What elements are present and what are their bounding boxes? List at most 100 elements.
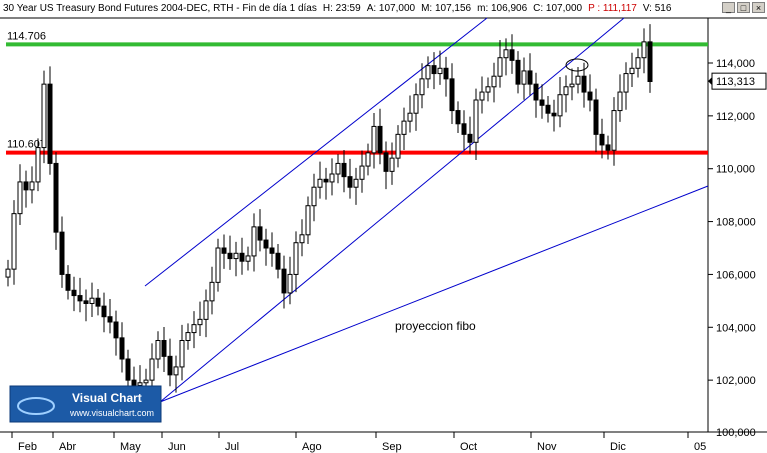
candle-down — [77, 295, 83, 302]
candle-down — [269, 247, 275, 254]
logo-name: Visual Chart — [72, 391, 142, 405]
candle-down — [443, 67, 449, 80]
candle-down — [551, 112, 557, 117]
logo-url: www.visualchart.com — [69, 408, 154, 418]
candle-up — [209, 281, 215, 302]
candle-up — [191, 324, 197, 334]
instrument-title: 30 Year US Treasury Bond Futures 2004-DE… — [3, 3, 317, 14]
candle-down — [23, 181, 29, 191]
candle-up — [329, 173, 335, 183]
x-tick-label: Feb — [18, 441, 37, 453]
x-tick-label: Ago — [302, 441, 322, 453]
candle-down — [101, 305, 107, 318]
candle-down — [587, 91, 593, 101]
candle-up — [35, 147, 41, 183]
x-tick-label: Oct — [460, 441, 477, 453]
candle-down — [323, 178, 329, 183]
candle-up — [245, 255, 251, 262]
candle-down — [47, 83, 53, 164]
candle-up — [473, 99, 479, 143]
y-tick-label: 112,000 — [716, 111, 755, 123]
candle-up — [155, 340, 161, 360]
candle-down — [605, 144, 611, 151]
candle-down — [455, 110, 461, 125]
x-tick-label: Jun — [168, 441, 186, 453]
candle-up — [287, 273, 293, 294]
candle-up — [41, 83, 47, 149]
candle-down — [509, 49, 515, 61]
candle-up — [575, 75, 581, 85]
x-tick-label: 05 — [694, 441, 706, 453]
minimize-button[interactable]: _ — [722, 2, 735, 13]
candle-up — [557, 94, 563, 117]
candle-down — [221, 247, 227, 254]
candle-up — [497, 57, 503, 77]
candle-down — [167, 355, 173, 376]
candle-down — [59, 231, 65, 275]
candle-up — [335, 162, 341, 175]
candle-down — [431, 65, 437, 75]
candle-up — [185, 332, 191, 342]
candle-down — [257, 226, 263, 241]
candle-down — [449, 78, 455, 112]
resistance-label: 114.706 — [7, 30, 46, 42]
y-tick-label: 108,000 — [716, 217, 756, 229]
candle-up — [149, 358, 155, 381]
candle-down — [239, 252, 245, 262]
title-bar: 30 Year US Treasury Bond Futures 2004-DE… — [0, 0, 767, 17]
candle-up — [5, 268, 11, 278]
candle-up — [317, 178, 323, 188]
close-button[interactable]: × — [752, 2, 765, 13]
high-readout: M: 107,156 — [421, 3, 472, 14]
candle-down — [275, 252, 281, 270]
candle-up — [491, 75, 497, 88]
candle-up — [425, 65, 431, 80]
candle-up — [29, 181, 35, 191]
candle-up — [395, 133, 401, 159]
candle-up — [173, 366, 179, 376]
candle-down — [461, 123, 467, 135]
candle-down — [53, 162, 59, 233]
candle-up — [563, 86, 569, 96]
candle-down — [527, 70, 533, 85]
current-price-label: 113,313 — [716, 76, 755, 88]
fibo-annotation: proyeccion fibo — [395, 319, 476, 333]
candle-down — [515, 59, 521, 85]
candle-up — [641, 41, 647, 59]
volume-readout: V: 516 — [642, 3, 672, 14]
candle-down — [125, 358, 131, 381]
candle-up — [137, 382, 143, 386]
maximize-button[interactable]: □ — [737, 2, 750, 13]
candle-down — [599, 133, 605, 146]
candle-up — [623, 73, 629, 93]
current-price-marker — [708, 77, 712, 86]
candle-down — [467, 133, 473, 143]
x-tick-label: Jul — [225, 441, 239, 453]
candle-down — [593, 99, 599, 135]
candle-down — [341, 162, 347, 178]
x-tick-label: Sep — [382, 441, 402, 453]
candle-up — [401, 120, 407, 135]
candle-up — [293, 242, 299, 275]
candle-up — [569, 83, 575, 88]
candle-down — [161, 340, 167, 357]
candle-up — [203, 300, 209, 320]
y-tick-label: 104,000 — [716, 322, 756, 334]
candle-down — [83, 300, 89, 305]
candle-up — [353, 178, 359, 188]
candle-up — [233, 252, 239, 260]
x-tick-label: Nov — [537, 441, 557, 453]
candle-up — [17, 181, 23, 215]
candle-down — [533, 83, 539, 101]
candle-up — [371, 125, 377, 154]
candle-up — [179, 340, 185, 368]
low-readout: m: 106,906 — [477, 3, 528, 14]
close-readout: C: 107,000 — [533, 3, 583, 14]
channel-upper-line — [144, 17, 488, 287]
candle-up — [521, 70, 527, 85]
candle-down — [581, 75, 587, 93]
candle-up — [11, 213, 17, 270]
candle-down — [71, 289, 77, 297]
